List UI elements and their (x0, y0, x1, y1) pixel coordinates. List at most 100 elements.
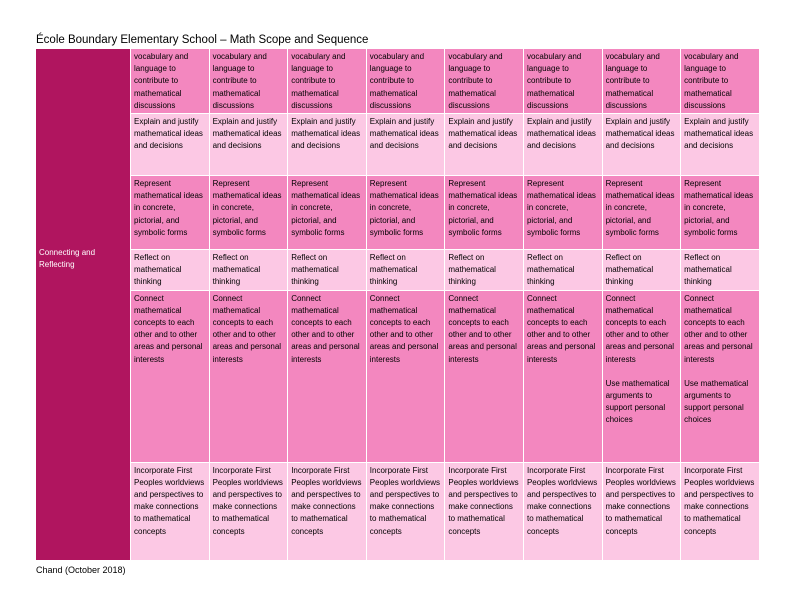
grade-cell: Connect mathematical concepts to each ot… (287, 289, 367, 463)
grade-cell: vocabulary and language to contribute to… (522, 47, 603, 115)
grade-cell: vocabulary and language to contribute to… (130, 47, 210, 115)
table-row: Incorporate First Peoples worldviews and… (36, 461, 760, 561)
grade-cell: Connect mathematical concepts to each ot… (130, 289, 210, 463)
grade-cell: Incorporate First Peoples worldviews and… (601, 461, 682, 561)
table-row: Represent mathematical ideas in concrete… (36, 175, 760, 251)
grade-cell: Reflect on mathematical thinking (208, 249, 289, 291)
table-row: Connect mathematical concepts to each ot… (36, 289, 760, 463)
grade-cell: Incorporate First Peoples worldviews and… (208, 461, 289, 561)
cell-text: Reflect on mathematical thinking (134, 253, 182, 287)
table-row: Reflect on mathematical thinking Reflect … (36, 249, 760, 291)
cell-text: Connect mathematical concepts to each ot… (448, 293, 517, 364)
grade-cell: Represent mathematical ideas in concrete… (680, 175, 760, 251)
cell-extra-text: Use mathematical arguments to support pe… (684, 378, 749, 425)
cell-text: Explain and justify mathematical ideas a… (526, 117, 596, 151)
grade-cell: Explain and justify mathematical ideas a… (287, 113, 367, 177)
cell-text: Incorporate First Peoples worldviews and… (134, 465, 205, 536)
table-row: Explain and justify mathematical ideas a… (36, 113, 760, 177)
cell-text: Connect mathematical concepts to each ot… (526, 293, 596, 364)
cell-text: Incorporate First Peoples worldviews and… (605, 465, 676, 536)
cell-text: Reflect on mathematical thinking (526, 253, 575, 287)
cell-text: Represent mathematical ideas in concrete… (291, 179, 361, 237)
grade-cell: vocabulary and language to contribute to… (287, 47, 367, 115)
cell-text: vocabulary and language to contribute to… (369, 52, 425, 110)
cell-text: Reflect on mathematical thinking (684, 253, 732, 287)
cell-text: Explain and justify mathematical ideas a… (134, 117, 203, 151)
cell-text: Reflect on mathematical thinking (605, 253, 654, 287)
cell-text: Represent mathematical ideas in concrete… (448, 179, 518, 237)
grade-cell: Explain and justify mathematical ideas a… (130, 113, 210, 177)
cell-text: Reflect on mathematical thinking (212, 253, 261, 287)
cell-text: Reflect on mathematical thinking (291, 253, 339, 287)
cell-text: Represent mathematical ideas in concrete… (684, 179, 754, 237)
grade-cell: Reflect on mathematical thinking (680, 249, 760, 291)
cell-text: Reflect on mathematical thinking (448, 253, 496, 287)
cell-text: Incorporate First Peoples worldviews and… (526, 465, 598, 536)
cell-text: Connect mathematical concepts to each ot… (684, 293, 753, 364)
category-label: Connecting and Reflecting (39, 248, 96, 270)
grade-cell: vocabulary and language to contribute to… (601, 47, 682, 115)
grade-cell: Represent mathematical ideas in concrete… (130, 175, 210, 251)
cell-text: Incorporate First Peoples worldviews and… (684, 465, 755, 536)
cell-text: vocabulary and language to contribute to… (134, 52, 189, 110)
grade-cell: Represent mathematical ideas in concrete… (365, 175, 446, 251)
grade-cell: Represent mathematical ideas in concrete… (522, 175, 603, 251)
cell-text: Reflect on mathematical thinking (369, 253, 418, 287)
grade-cell: Represent mathematical ideas in concrete… (287, 175, 367, 251)
cell-text: Explain and justify mathematical ideas a… (369, 117, 439, 151)
grade-cell: Reflect on mathematical thinking (287, 249, 367, 291)
footer-note: Chand (October 2018) (36, 565, 126, 575)
grade-cell: Connect mathematical concepts to each ot… (601, 289, 682, 463)
grade-cell: Represent mathematical ideas in concrete… (444, 175, 524, 251)
grade-cell: Incorporate First Peoples worldviews and… (130, 461, 210, 561)
cell-text: Incorporate First Peoples worldviews and… (291, 465, 362, 536)
grade-cell: Connect mathematical concepts to each ot… (444, 289, 524, 463)
grade-cell: Reflect on mathematical thinking (365, 249, 446, 291)
cell-text: Explain and justify mathematical ideas a… (212, 117, 282, 151)
cell-text: Represent mathematical ideas in concrete… (605, 179, 675, 237)
grade-cell: Incorporate First Peoples worldviews and… (522, 461, 603, 561)
cell-text: Connect mathematical concepts to each ot… (369, 293, 439, 364)
grade-cell: Reflect on mathematical thinking (444, 249, 524, 291)
grade-cell: Incorporate First Peoples worldviews and… (444, 461, 524, 561)
cell-text: vocabulary and language to contribute to… (526, 52, 582, 110)
grade-cell: Explain and justify mathematical ideas a… (365, 113, 446, 177)
grade-cell: Represent mathematical ideas in concrete… (601, 175, 682, 251)
cell-text: Connect mathematical concepts to each ot… (134, 293, 203, 364)
grade-cell: Explain and justify mathematical ideas a… (522, 113, 603, 177)
grade-cell: vocabulary and language to contribute to… (208, 47, 289, 115)
cell-text: vocabulary and language to contribute to… (291, 52, 346, 110)
cell-text: Connect mathematical concepts to each ot… (605, 293, 675, 364)
cell-text: Explain and justify mathematical ideas a… (448, 117, 518, 151)
grade-cell: Connect mathematical concepts to each ot… (680, 289, 760, 463)
cell-text: Represent mathematical ideas in concrete… (134, 179, 203, 237)
cell-text: Connect mathematical concepts to each ot… (212, 293, 282, 364)
grade-cell: Connect mathematical concepts to each ot… (365, 289, 446, 463)
cell-text: Incorporate First Peoples worldviews and… (369, 465, 441, 536)
cell-text: vocabulary and language to contribute to… (212, 52, 267, 110)
grade-cell: Explain and justify mathematical ideas a… (601, 113, 682, 177)
grade-cell: Reflect on mathematical thinking (601, 249, 682, 291)
cell-extra-text: Use mathematical arguments to support pe… (605, 378, 670, 425)
cell-text: Represent mathematical ideas in concrete… (212, 179, 282, 237)
cell-text: Incorporate First Peoples worldviews and… (448, 465, 519, 536)
cell-text: Represent mathematical ideas in concrete… (526, 179, 596, 237)
grade-cell: Incorporate First Peoples worldviews and… (680, 461, 760, 561)
cell-text: Connect mathematical concepts to each ot… (291, 293, 360, 364)
grade-cell: Connect mathematical concepts to each ot… (208, 289, 289, 463)
grade-cell: Reflect on mathematical thinking (130, 249, 210, 291)
grade-cell: Represent mathematical ideas in concrete… (208, 175, 289, 251)
grade-cell: vocabulary and language to contribute to… (365, 47, 446, 115)
grade-cell: Explain and justify mathematical ideas a… (444, 113, 524, 177)
grade-cell: vocabulary and language to contribute to… (680, 47, 760, 115)
grade-cell: Incorporate First Peoples worldviews and… (365, 461, 446, 561)
grade-cell: Connect mathematical concepts to each ot… (522, 289, 603, 463)
cell-text: Incorporate First Peoples worldviews and… (212, 465, 283, 536)
cell-text: Explain and justify mathematical ideas a… (684, 117, 754, 151)
category-cell: Connecting and Reflecting (35, 48, 131, 561)
page-title: École Boundary Elementary School – Math … (36, 34, 369, 46)
cell-text: Explain and justify mathematical ideas a… (291, 117, 361, 151)
grade-cell: Explain and justify mathematical ideas a… (680, 113, 760, 177)
grade-cell: Incorporate First Peoples worldviews and… (287, 461, 367, 561)
cell-text: vocabulary and language to contribute to… (684, 52, 739, 110)
